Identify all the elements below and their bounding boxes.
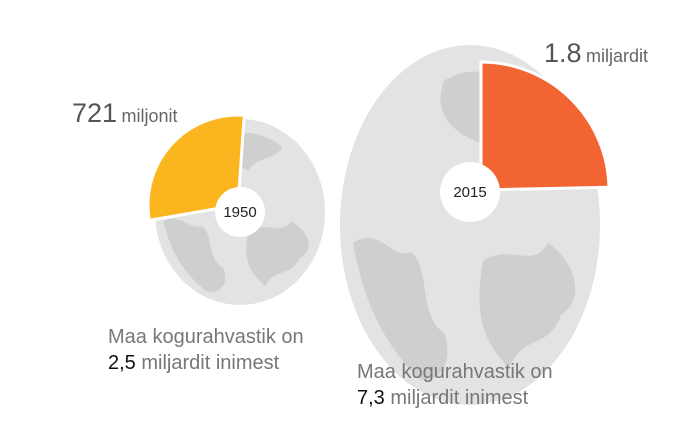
continent [163, 218, 226, 293]
highlight-unit: miljonit [121, 106, 178, 126]
highlight-label: 721 miljonit [72, 98, 178, 129]
year-label: 2015 [453, 184, 486, 201]
total-unit: miljardit inimest [390, 387, 529, 409]
continent [246, 221, 309, 287]
caption: Maa kogurahvastik on 7,3 miljardit inimes… [357, 359, 553, 411]
highlight-value: 721 [72, 98, 118, 128]
caption-total: 7,3 miljardit inimest [357, 385, 553, 411]
year-badge [215, 187, 265, 237]
continent [479, 243, 576, 369]
total-value: 2,5 [108, 352, 136, 374]
highlight-unit: miljardit [586, 46, 649, 66]
year-label: 1950 [223, 204, 256, 221]
caption-total: 2,5 miljardit inimest [108, 350, 304, 376]
year-badge [440, 162, 500, 222]
highlight-label: 1.8 miljardit [544, 38, 648, 69]
continent [353, 237, 448, 381]
caption-line: Maa kogurahvastik on [357, 361, 553, 383]
caption-line: Maa kogurahvastik on [108, 326, 304, 348]
pie-wedge [479, 60, 611, 192]
total-unit: miljardit inimest [141, 352, 280, 374]
pie-wedge [146, 113, 246, 223]
continents [353, 71, 576, 381]
highlight-value: 1.8 [544, 38, 582, 68]
caption: Maa kogurahvastik on 2,5 miljardit inimes… [108, 324, 304, 376]
total-value: 7,3 [357, 387, 385, 409]
